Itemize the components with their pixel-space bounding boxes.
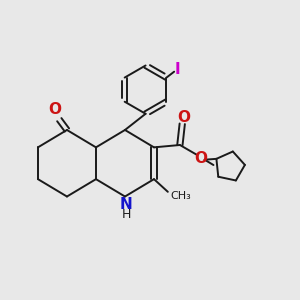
Text: I: I [175, 62, 181, 77]
Text: CH₃: CH₃ [171, 190, 191, 201]
Text: O: O [194, 151, 207, 166]
Text: O: O [177, 110, 190, 125]
Text: O: O [48, 103, 61, 118]
Text: N: N [120, 197, 133, 212]
Text: H: H [122, 208, 131, 221]
